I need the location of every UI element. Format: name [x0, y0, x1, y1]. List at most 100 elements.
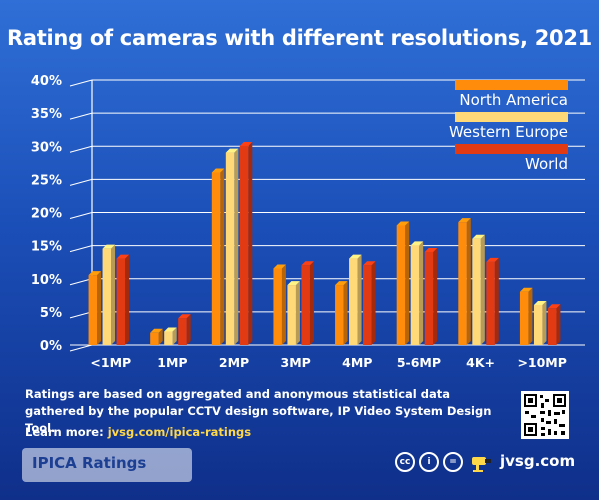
x-tick-label: 4MP: [342, 355, 372, 370]
y-tick-label: 35%: [31, 107, 62, 122]
bar-side: [405, 221, 410, 345]
bar-top: [273, 264, 286, 269]
bar-side: [125, 254, 130, 345]
legend-label: World: [525, 155, 568, 173]
learn-more-label: Learn more:: [25, 425, 104, 439]
bar: [164, 331, 173, 345]
bar-top: [301, 261, 314, 266]
bar-top: [102, 244, 116, 249]
gridline-perspective: [69, 212, 93, 219]
bar-side: [419, 241, 424, 345]
y-tick-label: 25%: [31, 173, 62, 188]
gridline-perspective: [69, 178, 93, 186]
bar-top: [164, 327, 177, 332]
bar-side: [234, 148, 239, 345]
x-tick-label: 4K+: [466, 355, 495, 370]
bar: [396, 225, 406, 345]
gridline-perspective: [69, 112, 93, 120]
qr-code-icon: [524, 394, 566, 436]
bar: [410, 245, 420, 345]
bar: [424, 251, 434, 345]
bar-top: [150, 328, 163, 333]
bar-top: [472, 234, 485, 239]
bar-chart: 0% 5% 10% 15% 20% 25% 30% 35% 40% <1MP 1MP 2MP 3MP 4M…: [31, 74, 568, 370]
bar-side: [494, 257, 499, 345]
x-tick-label: 5-6MP: [397, 355, 441, 370]
legend-label: North America: [459, 91, 568, 109]
y-tick-label: 15%: [31, 240, 62, 255]
bar: [486, 261, 495, 345]
bar-top: [424, 247, 438, 252]
x-tick-label: 2MP: [219, 355, 249, 370]
site-name: jvsg.com: [500, 452, 576, 470]
bar-top: [349, 254, 362, 259]
bar-top: [225, 148, 239, 153]
y-tick-label: 40%: [31, 74, 62, 89]
bar-side: [172, 327, 177, 345]
gridline-perspective: [69, 344, 93, 352]
bar-side: [309, 261, 314, 345]
x-tick-label: >10MP: [517, 355, 566, 370]
bar-top: [533, 300, 547, 305]
bar-side: [466, 218, 471, 345]
bar: [472, 238, 481, 345]
learn-more-link[interactable]: jvsg.com/ipica-ratings: [107, 425, 252, 439]
bar: [301, 265, 310, 345]
bar-side: [97, 271, 102, 345]
bar-side: [542, 300, 547, 345]
bar-side: [433, 247, 438, 345]
bar-top: [178, 314, 191, 319]
bar: [116, 258, 126, 345]
bar-side: [248, 141, 253, 345]
bar: [273, 268, 282, 345]
bar-top: [211, 168, 225, 173]
bar-side: [295, 281, 300, 345]
y-tick-label: 5%: [40, 306, 62, 321]
bar-top: [486, 257, 499, 262]
bar: [225, 152, 235, 345]
bar-top: [410, 241, 424, 246]
brand-logo: IPICA Ratings: [22, 448, 192, 482]
legend-swatch: [455, 112, 568, 122]
footnote-text: Ratings are based on aggregated and anon…: [25, 387, 492, 435]
legend-swatch: [455, 80, 568, 90]
chart-title: Rating of cameras with different resolut…: [7, 26, 592, 50]
bar-side: [357, 254, 362, 345]
bar-top: [458, 218, 471, 223]
bar-top: [547, 304, 561, 309]
y-tick-label: 0%: [40, 339, 62, 354]
bar: [363, 265, 372, 345]
bar: [547, 308, 557, 345]
bar-side: [480, 234, 485, 345]
y-tick-label: 20%: [31, 207, 62, 222]
bar-side: [220, 168, 225, 345]
bar: [533, 304, 543, 345]
camera-logo-icon: [472, 457, 491, 472]
by-attribution-icon: i: [419, 452, 439, 472]
bar-top: [239, 141, 253, 146]
gridline-perspective: [69, 245, 93, 253]
bar: [349, 258, 358, 345]
bar-side: [111, 244, 116, 345]
bar-top: [396, 221, 410, 226]
legend-label: Western Europe: [449, 123, 568, 141]
x-tick-label: 3MP: [281, 355, 311, 370]
bar: [287, 285, 296, 345]
bar-top: [335, 281, 348, 286]
gridline-perspective: [69, 145, 93, 153]
qr-code: [521, 391, 569, 439]
no-derivatives-icon: =: [443, 452, 463, 472]
bar: [458, 222, 467, 345]
bar: [150, 332, 159, 345]
y-tick-label: 30%: [31, 140, 62, 155]
brand-logo-background: [22, 448, 192, 482]
bar: [211, 172, 221, 345]
bar-top: [519, 287, 533, 292]
y-tick-label: 10%: [31, 273, 62, 288]
bar-side: [371, 261, 376, 345]
bar-top: [88, 271, 102, 276]
bar-top: [116, 254, 130, 259]
bar: [178, 318, 187, 345]
bar-side: [343, 281, 348, 345]
bar-side: [186, 314, 191, 345]
